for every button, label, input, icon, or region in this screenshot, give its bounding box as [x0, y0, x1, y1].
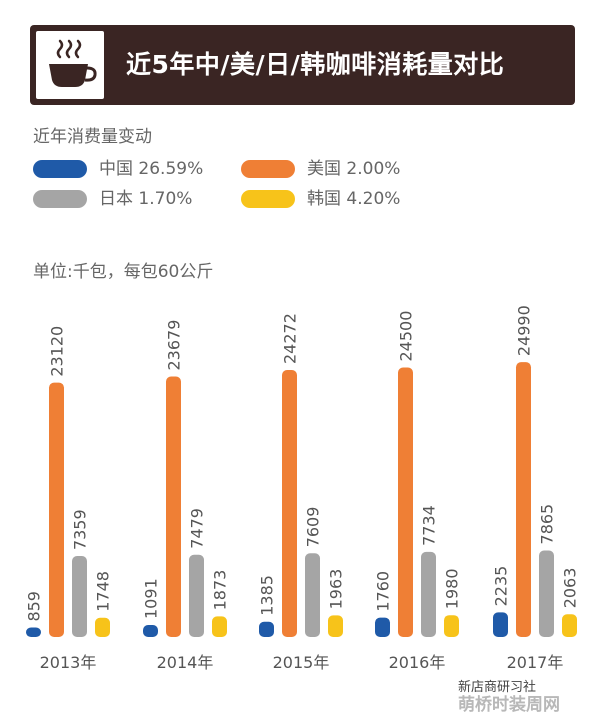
bar-japan-3 — [421, 551, 436, 637]
data-label-usa-3: 24500 — [397, 311, 416, 362]
legend-swatch-china — [33, 160, 87, 178]
bar-japan-4 — [539, 550, 554, 637]
legend-item-korea: 韩国 4.20% — [241, 188, 400, 210]
bar-korea-2 — [328, 615, 343, 637]
legend-swatch-usa — [241, 160, 295, 178]
bar-korea-3 — [444, 615, 459, 637]
data-label-korea-2: 1963 — [327, 569, 346, 610]
legend-item-usa: 美国 2.00% — [241, 158, 400, 180]
data-label-usa-4: 24990 — [515, 305, 534, 356]
data-label-japan-4: 7865 — [538, 504, 557, 545]
icon-box — [36, 31, 104, 99]
bar-usa-2 — [282, 370, 297, 637]
bar-japan-1 — [189, 554, 204, 637]
legend-item-japan: 日本 1.70% — [33, 188, 192, 210]
legend-item-china: 中国 26.59% — [33, 158, 203, 180]
data-label-korea-3: 1980 — [443, 569, 462, 610]
chart-header: 近5年中/美/日/韩咖啡消耗量对比 — [30, 25, 575, 105]
legend-label-korea: 韩国 4.20% — [307, 189, 401, 209]
data-label-china-4: 2235 — [492, 566, 511, 607]
watermark: 新店商研习社 萌桥时装周网 — [458, 670, 598, 715]
watermark-line2: 萌桥时装周网 — [458, 695, 560, 715]
data-label-korea-1: 1873 — [211, 570, 230, 611]
bar-china-4 — [493, 612, 508, 637]
data-label-korea-4: 2063 — [561, 568, 580, 609]
legend-label-usa: 美国 2.00% — [307, 159, 401, 179]
x-tick-label-0: 2013年 — [40, 653, 97, 672]
data-label-usa-1: 23679 — [165, 320, 184, 371]
data-label-japan-0: 7359 — [71, 509, 90, 550]
chart-title: 近5年中/美/日/韩咖啡消耗量对比 — [126, 50, 505, 79]
data-label-japan-1: 7479 — [188, 508, 207, 549]
coffee-cup-icon — [49, 39, 97, 87]
legend-label-china: 中国 26.59% — [99, 159, 204, 179]
bar-china-3 — [375, 617, 390, 637]
data-label-china-3: 1760 — [374, 571, 393, 612]
bar-korea-0 — [95, 617, 110, 637]
data-label-china-0: 859 — [25, 591, 44, 622]
bar-japan-2 — [305, 553, 320, 637]
bar-usa-1 — [166, 376, 181, 637]
bar-japan-0 — [72, 556, 87, 637]
data-label-japan-2: 7609 — [304, 507, 323, 548]
bar-china-0 — [26, 627, 41, 637]
unit-label: 单位:千包，每包60公斤 — [33, 262, 214, 282]
data-label-japan-3: 7734 — [420, 505, 439, 546]
x-tick-label-3: 2016年 — [389, 653, 446, 672]
bar-korea-1 — [212, 616, 227, 637]
data-label-usa-0: 23120 — [48, 326, 67, 377]
data-label-china-1: 1091 — [142, 578, 161, 619]
x-tick-label-1: 2014年 — [157, 653, 214, 672]
bar-usa-3 — [398, 367, 413, 637]
bar-china-2 — [259, 621, 274, 637]
data-label-korea-0: 1748 — [94, 571, 113, 612]
watermark-line1: 新店商研习社 — [458, 680, 537, 695]
legend-swatch-japan — [33, 190, 87, 208]
bar-china-1 — [143, 624, 158, 637]
bar-korea-4 — [562, 614, 577, 637]
data-label-usa-2: 24272 — [281, 313, 300, 364]
legend-label-japan: 日本 1.70% — [99, 189, 193, 209]
bar-usa-0 — [49, 382, 64, 637]
legend-title: 近年消费量变动 — [33, 127, 152, 147]
x-tick-label-2: 2015年 — [273, 653, 330, 672]
x-tick-label-4: 2017年 — [507, 653, 564, 672]
legend-swatch-korea — [241, 190, 295, 208]
data-label-china-2: 1385 — [258, 575, 277, 616]
bar-usa-4 — [516, 362, 531, 637]
